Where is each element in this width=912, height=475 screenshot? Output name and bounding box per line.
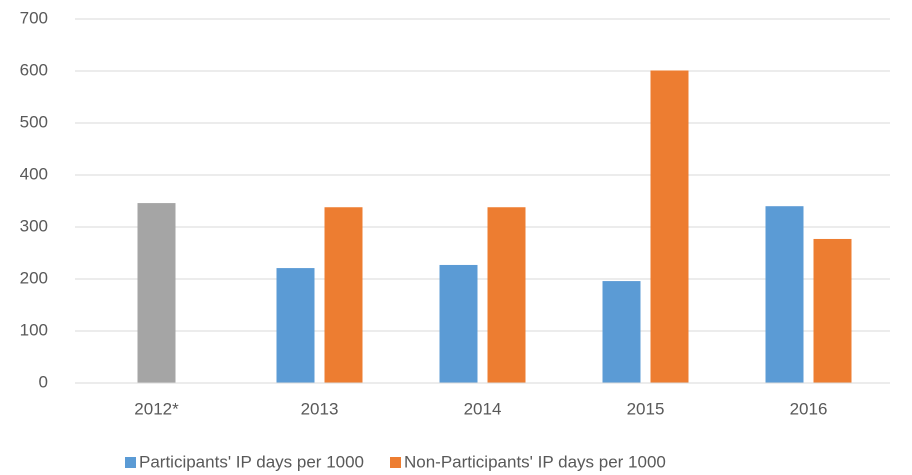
bar xyxy=(439,264,478,383)
bar xyxy=(602,281,641,383)
bar xyxy=(813,238,852,383)
y-tick-label: 300 xyxy=(20,216,48,235)
y-tick-label: 200 xyxy=(20,268,48,287)
bar xyxy=(137,203,176,383)
bar xyxy=(487,207,526,383)
y-tick-label: 400 xyxy=(20,164,48,183)
y-tick-label: 100 xyxy=(20,320,48,339)
y-tick-label: 700 xyxy=(20,8,48,27)
legend-swatch xyxy=(125,457,136,468)
x-tick-label: 2015 xyxy=(627,399,665,418)
x-tick-label: 2012* xyxy=(134,399,179,418)
bar xyxy=(650,70,689,383)
y-tick-label: 500 xyxy=(20,112,48,131)
legend-label: Participants' IP days per 1000 xyxy=(139,452,364,471)
legend-swatch xyxy=(390,457,401,468)
bar xyxy=(276,268,315,383)
x-tick-label: 2013 xyxy=(301,399,339,418)
y-tick-label: 0 xyxy=(39,372,48,391)
legend-label: Non-Participants' IP days per 1000 xyxy=(404,452,666,471)
bar xyxy=(765,206,804,383)
bar xyxy=(324,207,363,383)
y-tick-label: 600 xyxy=(20,60,48,79)
x-tick-label: 2016 xyxy=(790,399,828,418)
x-tick-label: 2014 xyxy=(464,399,502,418)
